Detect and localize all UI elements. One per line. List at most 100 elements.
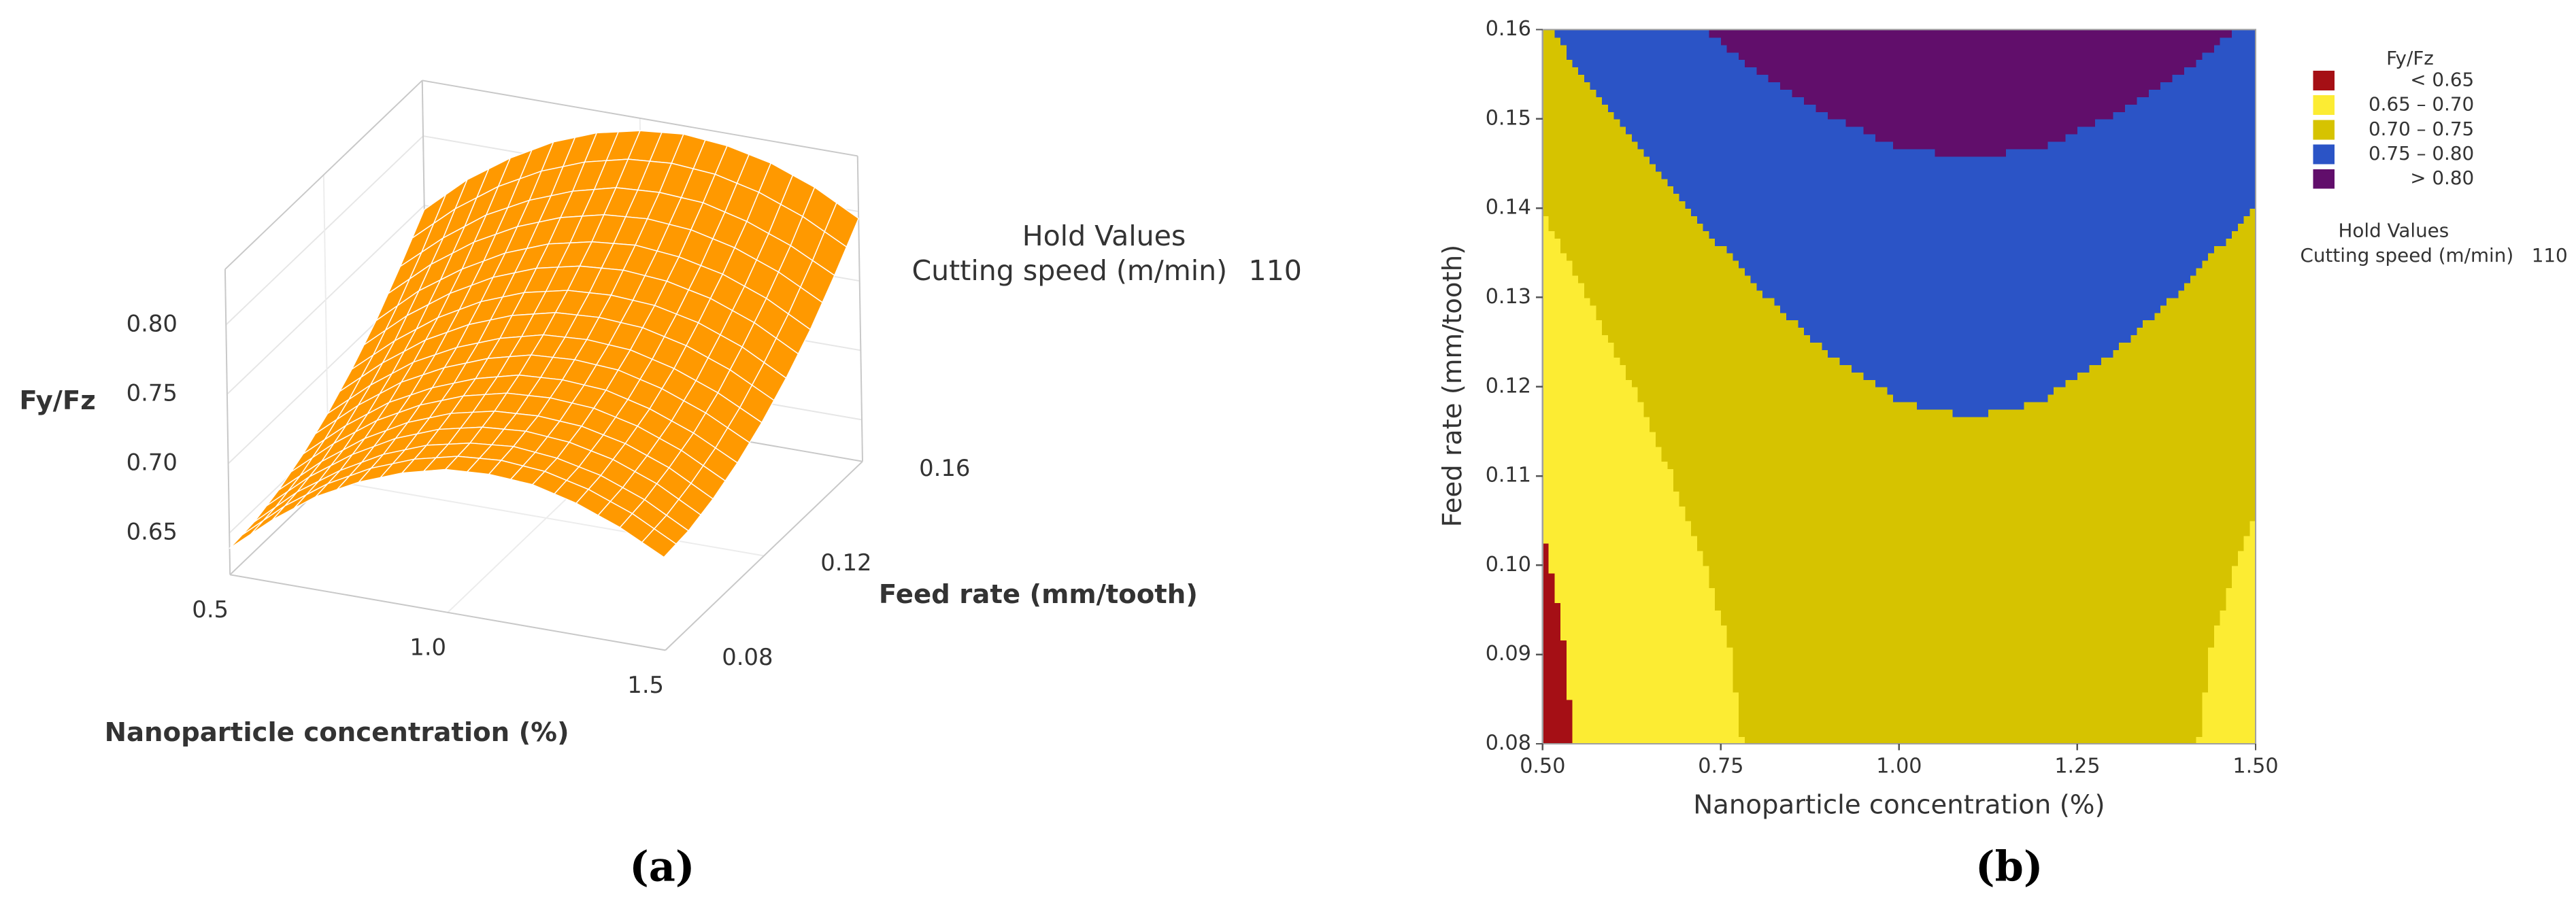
contour-cell: [1828, 483, 1835, 492]
contour-cell: [2095, 572, 2102, 581]
contour-cell: [2143, 498, 2150, 507]
contour-cell: [2101, 647, 2108, 655]
contour-cell: [1631, 401, 1639, 410]
contour-cell: [1720, 401, 1728, 410]
contour-cell: [2130, 572, 2138, 581]
contour-cell: [2226, 528, 2233, 536]
contour-cell: [2130, 662, 2138, 670]
contour-cell: [2220, 505, 2227, 514]
contour-cell: [1560, 669, 1567, 678]
contour-cell: [1816, 431, 1823, 440]
contour-cell: [2047, 602, 2054, 611]
contour-cell: [1679, 543, 1686, 551]
contour-cell: [1982, 535, 1989, 544]
contour-cell: [1691, 468, 1698, 477]
contour-cell: [1554, 431, 1562, 440]
contour-cell: [1655, 558, 1662, 566]
contour-cell: [1650, 624, 1656, 633]
contour-cell: [1626, 476, 1633, 484]
contour-cell: [2178, 580, 2186, 589]
contour-cell: [1994, 662, 2001, 670]
contour-cell: [1994, 714, 2001, 723]
contour-cell: [1863, 401, 1871, 410]
contour-cell: [2196, 528, 2203, 536]
contour-cell: [1613, 535, 1621, 544]
contour-cell: [1620, 632, 1627, 640]
contour-cell: [1922, 587, 1930, 596]
contour-cell: [2119, 565, 2126, 574]
contour-cell: [1946, 513, 1954, 521]
contour-cell: [1554, 513, 1562, 521]
contour-cell: [2130, 676, 2138, 685]
contour-cell: [1685, 446, 1692, 455]
contour-cell: [1744, 714, 1752, 723]
contour-cell: [1709, 610, 1716, 618]
contour-cell: [1626, 483, 1633, 492]
contour-cell: [2184, 535, 2191, 544]
contour-cell: [1613, 483, 1621, 492]
contour-cell: [2089, 691, 2096, 700]
contour-cell: [1709, 558, 1716, 566]
contour-cell: [2196, 639, 2203, 648]
contour-cell: [1780, 439, 1787, 447]
contour-cell: [2154, 699, 2162, 708]
contour-cell: [1756, 416, 1763, 425]
contour-cell: [1703, 684, 1710, 693]
contour-cell: [1720, 543, 1728, 551]
contour-cell: [1852, 513, 1858, 521]
contour-cell: [1839, 610, 1847, 618]
contour-cell: [1970, 736, 1977, 745]
contour-cell: [2154, 706, 2162, 715]
contour-cell: [1828, 676, 1835, 685]
contour-cell: [2101, 505, 2108, 514]
contour-cell: [1626, 550, 1633, 559]
contour-cell: [1733, 528, 1740, 536]
contour-cell: [1703, 632, 1710, 640]
contour-cell: [2018, 602, 2025, 611]
contour-cell: [1703, 453, 1710, 462]
contour-cell: [1602, 654, 1609, 663]
contour-cell: [2202, 498, 2209, 507]
contour-cell: [1655, 416, 1662, 425]
contour-cell: [1596, 639, 1603, 648]
contour-cell: [1626, 595, 1633, 604]
contour-cell: [2232, 684, 2239, 693]
contour-cell: [2243, 535, 2251, 544]
contour-cell: [1804, 386, 1811, 395]
contour-cell: [1626, 439, 1633, 447]
contour-cell: [2202, 691, 2209, 700]
contour-cell: [2226, 602, 2233, 611]
contour-cell: [1845, 505, 1853, 514]
contour-cell: [2237, 721, 2245, 730]
contour-cell: [1685, 714, 1692, 723]
contour-cell: [1869, 691, 1876, 700]
contour-cell: [2101, 513, 2108, 521]
contour-cell: [1982, 587, 1989, 596]
contour-cell: [1822, 624, 1829, 633]
contour-cell: [1804, 654, 1811, 663]
contour-cell: [1869, 736, 1876, 745]
contour-cell: [1941, 520, 1947, 529]
contour-cell: [1602, 394, 1609, 402]
contour-cell: [1691, 409, 1698, 417]
contour-cell: [1650, 431, 1656, 440]
contour-cell: [2024, 662, 2031, 670]
contour-cell: [2011, 706, 2019, 715]
contour-cell: [2006, 632, 2013, 640]
contour-cell: [1828, 565, 1835, 574]
contour-cell: [1809, 520, 1817, 529]
contour-cell: [1596, 550, 1603, 559]
contour-cell: [1655, 714, 1662, 723]
contour-cell: [1715, 632, 1722, 640]
contour-cell: [1898, 632, 1906, 640]
contour-cell: [1650, 424, 1656, 432]
contour-cell: [2113, 602, 2120, 611]
contour-cell: [1655, 580, 1662, 589]
contour-cell: [1631, 513, 1639, 521]
contour-cell: [1578, 669, 1585, 678]
contour-cell: [1554, 520, 1562, 529]
contour-cell: [2124, 587, 2132, 596]
contour-cell: [1952, 580, 1960, 589]
contour-cell: [1679, 676, 1686, 685]
contour-cell: [2196, 543, 2203, 551]
